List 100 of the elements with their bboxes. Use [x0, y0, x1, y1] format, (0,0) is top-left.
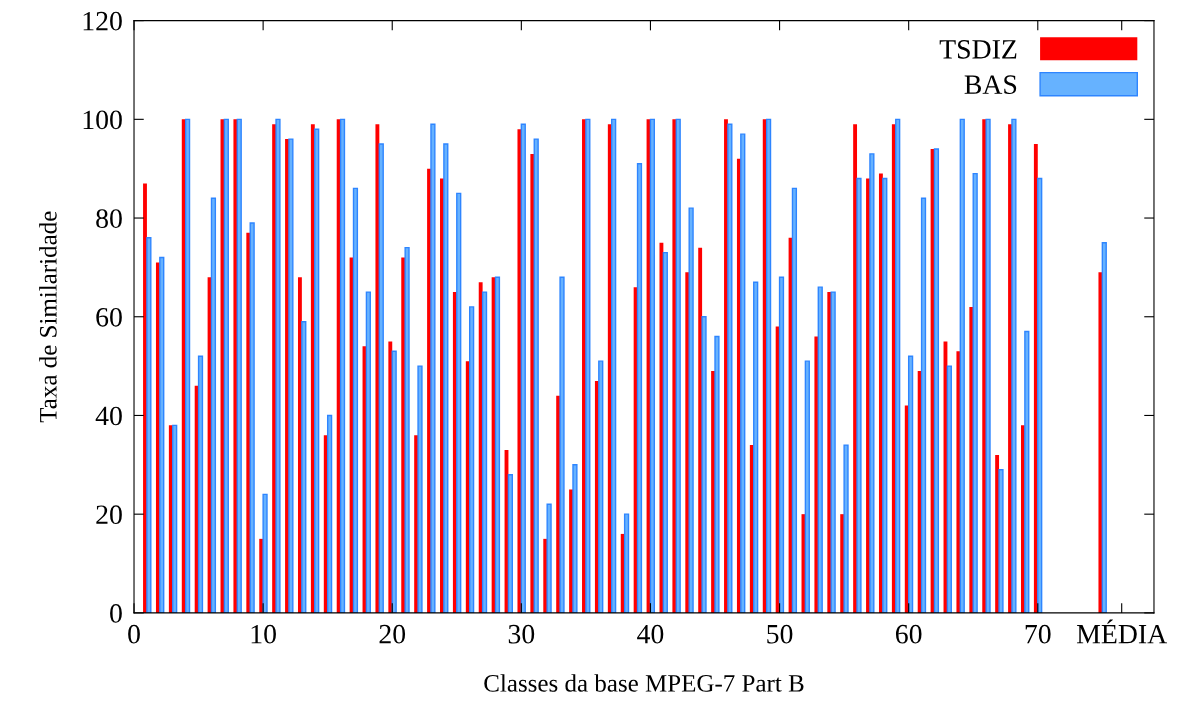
- x-tick-label: 20: [379, 624, 406, 644]
- bar: [972, 172, 978, 613]
- bar: [933, 148, 940, 613]
- bar: [456, 192, 462, 613]
- bar: [378, 143, 384, 613]
- bar: [1037, 177, 1043, 613]
- bar: [494, 276, 501, 613]
- bar: [388, 341, 393, 613]
- bar: [520, 123, 526, 613]
- bar: [288, 138, 294, 613]
- y-tick-label: 60: [96, 307, 122, 327]
- x-tick-label: 30: [508, 624, 535, 644]
- bar: [404, 246, 410, 613]
- bar: [882, 177, 888, 613]
- bar: [443, 143, 449, 613]
- bar: [1011, 118, 1017, 613]
- bar: [830, 291, 836, 613]
- bar: [946, 365, 952, 613]
- y-tick-label: 100: [83, 110, 122, 130]
- bar: [985, 118, 991, 613]
- bar: [675, 118, 681, 613]
- bar: [159, 256, 165, 613]
- bar: [814, 336, 819, 613]
- bar: [246, 232, 251, 613]
- bar: [585, 118, 591, 613]
- bar: [375, 124, 380, 613]
- bar: [659, 242, 664, 613]
- bar: [301, 320, 307, 613]
- bar: [559, 276, 565, 613]
- bar: [1024, 330, 1030, 613]
- legend-label: BAS: [964, 75, 1017, 95]
- bar: [688, 207, 694, 613]
- bar: [959, 118, 965, 613]
- bar: [1098, 272, 1103, 613]
- bar: [233, 119, 238, 613]
- bar: [507, 473, 514, 613]
- bar: [753, 281, 759, 613]
- bar: [895, 118, 901, 613]
- bar: [146, 237, 152, 613]
- bar: [843, 444, 849, 613]
- bar: [352, 187, 359, 613]
- x-tick-label: 60: [895, 624, 922, 644]
- x-tick-label: 50: [767, 624, 793, 644]
- bar: [249, 222, 255, 613]
- y-axis-title: Taxa de Similaridade: [39, 211, 57, 423]
- bar: [623, 513, 630, 613]
- bar: [869, 153, 875, 613]
- x-tick-label: 0: [128, 624, 140, 644]
- bar: [611, 118, 617, 613]
- bar: [701, 316, 707, 613]
- bar: [598, 360, 604, 613]
- bar: [530, 153, 535, 613]
- bar: [827, 292, 832, 613]
- y-tick-label: 80: [96, 209, 122, 228]
- bar: [430, 123, 436, 613]
- bar: [533, 138, 539, 613]
- bar: [765, 118, 772, 613]
- y-tick-label: 40: [95, 406, 122, 426]
- bar: [172, 424, 178, 613]
- bar: [672, 119, 677, 613]
- x-axis-title: Classes da base MPEG-7 Part B: [484, 674, 804, 692]
- x-tick-label: 70: [1025, 624, 1051, 644]
- bar: [956, 351, 961, 613]
- bar: [817, 286, 823, 613]
- bar: [314, 128, 320, 613]
- bar: [969, 306, 974, 613]
- y-tick-label: 0: [110, 604, 122, 623]
- bar: [714, 335, 720, 613]
- bar: [469, 306, 475, 613]
- bar: [791, 187, 798, 613]
- bar: [481, 291, 488, 613]
- bar: [1101, 242, 1107, 613]
- bar: [275, 118, 281, 613]
- bar: [365, 291, 371, 613]
- bar: [662, 251, 668, 613]
- bar: [197, 355, 204, 613]
- bar: [636, 163, 643, 613]
- bar: [856, 177, 862, 613]
- bar: [546, 503, 552, 613]
- x-tick-label: 40: [637, 624, 664, 644]
- bar: [326, 414, 333, 613]
- bar: [727, 123, 733, 613]
- bar: [339, 118, 346, 613]
- bar: [223, 118, 229, 613]
- bar: [184, 118, 191, 613]
- x-tick-label: MÉDIA: [1076, 619, 1168, 644]
- bar: [236, 118, 242, 613]
- bar: [778, 276, 785, 613]
- bar: [740, 133, 746, 613]
- bar: [649, 118, 656, 613]
- bar: [907, 355, 914, 613]
- bar: [417, 365, 423, 613]
- y-tick-label: 120: [83, 11, 122, 31]
- legend-label: TSDIZ: [939, 40, 1017, 59]
- x-tick-label: 10: [251, 624, 276, 644]
- bar: [262, 493, 268, 613]
- bar: [210, 197, 217, 613]
- bar: [998, 469, 1004, 613]
- bar: [920, 197, 927, 613]
- y-tick-label: 20: [96, 505, 122, 525]
